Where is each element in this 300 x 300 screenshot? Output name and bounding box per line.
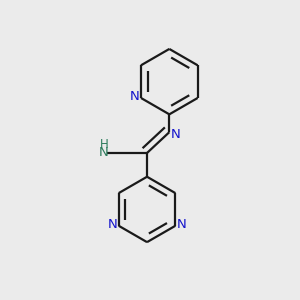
Text: N: N <box>177 218 187 231</box>
Text: N: N <box>99 146 109 160</box>
Text: H: H <box>100 138 108 151</box>
Text: N: N <box>107 218 117 231</box>
Text: N: N <box>130 90 139 103</box>
Text: N: N <box>171 128 181 141</box>
